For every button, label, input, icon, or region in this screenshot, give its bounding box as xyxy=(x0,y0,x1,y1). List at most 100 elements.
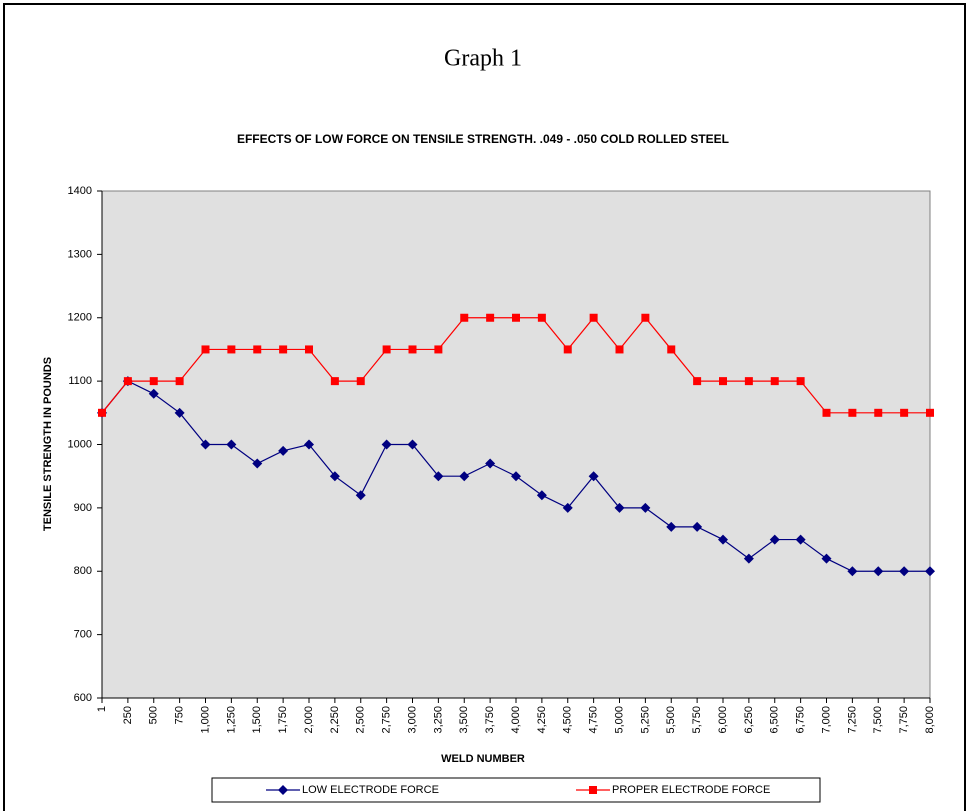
y-tick-label: 1200 xyxy=(68,312,92,324)
data-point xyxy=(355,490,366,501)
data-point xyxy=(588,471,599,482)
x-tick-label: 2,250 xyxy=(329,706,341,734)
x-tick-label: 5,250 xyxy=(639,706,651,734)
x-tick-label: 250 xyxy=(122,706,134,724)
data-point xyxy=(329,471,340,482)
x-tick-label: 1,750 xyxy=(277,706,289,734)
x-tick-label: 2,000 xyxy=(303,706,315,734)
data-point xyxy=(356,377,365,386)
data-point xyxy=(304,439,314,450)
x-tick-label: 1,500 xyxy=(251,706,263,734)
x-tick-label: 7,750 xyxy=(898,706,910,734)
x-tick-label: 1 xyxy=(96,706,108,712)
legend-marker xyxy=(589,786,597,794)
x-tick-label: 4,750 xyxy=(588,706,600,734)
chart-subtitle: EFFECTS OF LOW FORCE ON TENSILE STRENGTH… xyxy=(237,132,729,146)
x-tick-label: 750 xyxy=(174,706,186,724)
data-point xyxy=(486,313,495,322)
data-point xyxy=(278,445,289,456)
data-point xyxy=(589,313,598,322)
data-point xyxy=(148,388,159,399)
x-axis-title: WELD NUMBER xyxy=(441,753,525,765)
chart-title: Graph 1 xyxy=(444,46,522,72)
x-tick-label: 8,000 xyxy=(924,706,936,734)
y-tick-label: 700 xyxy=(74,629,92,641)
data-point xyxy=(614,502,625,513)
data-point xyxy=(796,377,805,386)
x-tick-label: 500 xyxy=(148,706,160,724)
data-point xyxy=(536,490,547,501)
y-tick-label: 900 xyxy=(74,502,92,514)
data-point xyxy=(821,553,832,564)
x-tick-label: 6,750 xyxy=(795,706,807,734)
legend-box xyxy=(211,777,821,803)
data-point xyxy=(847,566,858,577)
x-tick-label: 3,000 xyxy=(406,706,418,734)
data-point xyxy=(253,345,262,354)
x-tick-label: 4,000 xyxy=(510,706,522,734)
data-point xyxy=(822,408,831,417)
data-point xyxy=(667,345,676,354)
data-point xyxy=(98,408,106,417)
data-point xyxy=(770,377,779,386)
data-point xyxy=(123,377,132,386)
data-point xyxy=(149,377,158,386)
data-point xyxy=(718,534,728,545)
plot-area xyxy=(101,190,931,699)
data-point xyxy=(693,377,702,386)
x-tick-label: 3,250 xyxy=(432,706,444,734)
y-tick-label: 1100 xyxy=(68,375,92,387)
x-tick-label: 3,500 xyxy=(458,706,470,734)
x-tick-label: 6,500 xyxy=(769,706,781,734)
y-tick-label: 1000 xyxy=(68,438,92,450)
data-point xyxy=(640,502,651,513)
legend-label: PROPER ELECTRODE FORCE xyxy=(612,784,770,796)
data-point xyxy=(330,377,339,386)
data-point xyxy=(460,313,469,322)
data-point xyxy=(926,408,934,417)
data-point xyxy=(692,521,703,532)
data-point xyxy=(900,408,909,417)
y-tick-label: 800 xyxy=(74,565,92,577)
x-tick-label: 1,000 xyxy=(199,706,211,734)
data-point xyxy=(305,345,313,354)
data-point xyxy=(433,471,444,482)
data-point xyxy=(485,458,496,469)
y-tick-label: 600 xyxy=(74,692,92,704)
x-tick-label: 2,750 xyxy=(381,706,393,734)
data-point xyxy=(563,345,572,354)
data-point xyxy=(769,534,780,545)
y-tick-label: 1400 xyxy=(68,185,92,197)
data-point xyxy=(615,345,624,354)
y-tick-label: 1300 xyxy=(68,248,92,260)
data-point xyxy=(873,566,884,577)
x-tick-label: 1,250 xyxy=(225,706,237,734)
x-tick-label: 4,500 xyxy=(562,706,574,734)
x-tick-label: 3,750 xyxy=(484,706,496,734)
x-tick-label: 5,500 xyxy=(665,706,677,734)
data-point xyxy=(175,377,184,386)
y-axis-title: TENSILE STRENGTH IN POUNDS xyxy=(42,357,54,531)
data-point xyxy=(537,313,546,322)
x-tick-label: 4,250 xyxy=(536,706,548,734)
x-tick-label: 6,250 xyxy=(743,706,755,734)
data-point xyxy=(226,439,237,450)
data-point xyxy=(434,345,443,354)
x-tick-label: 5,750 xyxy=(691,706,703,734)
data-point xyxy=(201,345,210,354)
data-point xyxy=(227,345,236,354)
data-point xyxy=(719,377,727,386)
data-point xyxy=(874,408,883,417)
data-point xyxy=(252,458,263,469)
x-tick-label: 2,500 xyxy=(355,706,367,734)
data-point xyxy=(408,345,417,354)
data-point xyxy=(382,345,391,354)
data-point xyxy=(744,377,753,386)
x-tick-label: 7,000 xyxy=(820,706,832,734)
x-tick-label: 5,000 xyxy=(613,706,625,734)
x-tick-label: 6,000 xyxy=(717,706,729,734)
data-point xyxy=(743,553,754,564)
data-point xyxy=(795,534,806,545)
